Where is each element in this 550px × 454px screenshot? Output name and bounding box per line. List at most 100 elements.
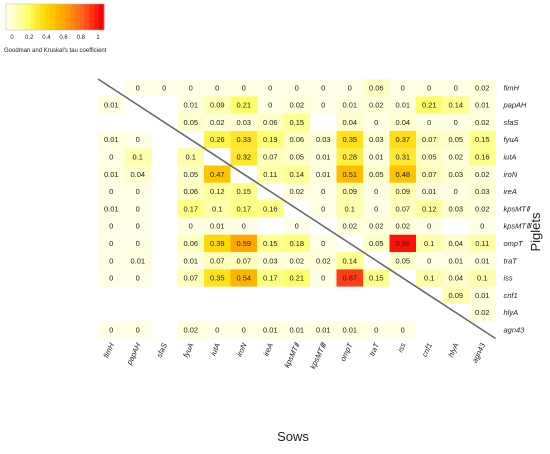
cell-value-label: 0 xyxy=(374,187,378,196)
cell-value-label: 0.01 xyxy=(316,170,331,179)
cell-value-label: 0.87 xyxy=(342,274,357,283)
cell-value-label: 0.03 xyxy=(475,187,490,196)
cell-value-label: 0.11 xyxy=(263,170,277,179)
cell-value-label: 0.14 xyxy=(448,101,463,110)
heatmap-cell xyxy=(124,269,151,287)
cell-value-label: 0.02 xyxy=(475,308,490,317)
heatmap-cell xyxy=(389,113,416,131)
cell-value-label: 0 xyxy=(321,83,325,92)
cell-value-label: 0.04 xyxy=(448,274,463,283)
heatmap-cell xyxy=(283,252,310,270)
heatmap-cell xyxy=(310,200,337,218)
cell-value-label: 0 xyxy=(136,204,140,213)
cell-value-label: 0.06 xyxy=(263,118,278,127)
cell-value-label: 0.02 xyxy=(289,101,304,110)
column-tick-label: iss xyxy=(396,341,408,353)
cell-value-label: 0 xyxy=(321,101,325,110)
cell-value-label: 0 xyxy=(427,118,431,127)
cell-value-label: 0 xyxy=(189,222,193,231)
cell-value-label: 0.06 xyxy=(289,135,304,144)
cell-value-label: 0.17 xyxy=(263,274,278,283)
heatmap-cell xyxy=(98,130,125,149)
heatmap-cell xyxy=(98,234,125,252)
cell-value-label: 0 xyxy=(109,152,113,161)
legend-swatches xyxy=(5,3,105,31)
heatmap-cell xyxy=(230,234,257,252)
cell-value-label: 0 xyxy=(374,118,378,127)
heatmap-cell xyxy=(310,79,337,97)
heatmap-cell xyxy=(442,113,469,131)
heatmap-cell xyxy=(177,321,204,339)
cell-value-label: 0.04 xyxy=(448,239,463,248)
cell-value-label: 0.21 xyxy=(236,101,251,110)
row-tick-label: ireA xyxy=(504,187,517,196)
heatmap-cell xyxy=(310,269,337,287)
cell-value-label: 0 xyxy=(401,325,405,334)
cell-value-label: 0 xyxy=(215,325,219,334)
heatmap-cell xyxy=(177,79,204,97)
cell-value-label: 0.01 xyxy=(316,152,331,161)
cell-value-label: 0 xyxy=(136,187,140,196)
cell-value-label: 0.1 xyxy=(345,204,355,213)
cell-value-label: 0.01 xyxy=(104,101,119,110)
column-tick-labels: fimH papAH sfaS fyuA iutA iroN ireA kpsMTⅡ kpsMT… xyxy=(101,340,487,370)
heatmap-cell xyxy=(257,113,284,131)
heatmap-cell xyxy=(204,182,231,201)
heatmap-cell xyxy=(310,96,337,114)
heatmap-cell xyxy=(416,130,443,149)
cell-value-label: 0.1 xyxy=(477,274,487,283)
cell-value-label: 0.59 xyxy=(236,239,251,248)
cell-value-label: 0.03 xyxy=(369,135,384,144)
cell-value-label: 0.15 xyxy=(289,118,304,127)
heatmap-cell xyxy=(416,182,443,201)
cell-value-label: 0.01 xyxy=(422,187,437,196)
heatmap-cell xyxy=(310,182,337,201)
cell-value-label: 0.17 xyxy=(183,204,198,213)
cell-value-label: 0 xyxy=(162,83,166,92)
cell-value-label: 0.47 xyxy=(210,170,225,179)
cell-value-label: 0.51 xyxy=(342,170,357,179)
heatmap-cell xyxy=(177,165,204,183)
heatmap-cell xyxy=(230,113,257,131)
heatmap-cell xyxy=(98,96,125,114)
column-tick-label: fimH xyxy=(101,341,116,359)
heatmap-cell xyxy=(257,130,284,149)
heatmap-cell xyxy=(177,252,204,270)
heatmap-cell xyxy=(230,321,257,339)
row-tick-label: iroN xyxy=(504,170,518,179)
heatmap-cell xyxy=(469,252,496,270)
cell-value-label: 0 xyxy=(136,239,140,248)
cell-value-label: 0.02 xyxy=(475,118,490,127)
heatmap-cell xyxy=(336,113,363,131)
cell-value-label: 0.02 xyxy=(342,222,357,231)
cell-value-label: 0.01 xyxy=(210,222,225,231)
cell-value-label: 0.07 xyxy=(210,256,225,265)
cell-value-label: 0.01 xyxy=(183,256,198,265)
heatmap-cell xyxy=(230,130,257,149)
heatmap-cell xyxy=(283,182,310,201)
heatmap-cell xyxy=(98,148,125,166)
legend-swatch xyxy=(15,4,22,30)
cell-value-label: 0 xyxy=(454,118,458,127)
cell-value-label: 0.09 xyxy=(395,187,410,196)
cell-value-label: 0.14 xyxy=(342,256,357,265)
legend-swatch xyxy=(40,4,46,30)
heatmap-cell xyxy=(283,165,310,183)
heatmap-cell xyxy=(416,252,443,270)
cell-value-label: 0 xyxy=(268,101,272,110)
column-tick-label: kpsMTⅡ xyxy=(282,340,302,369)
heatmap-cell xyxy=(389,234,416,252)
heatmap-cell xyxy=(469,79,496,97)
cell-value-label: 0.04 xyxy=(342,118,357,127)
heatmap-cell xyxy=(310,252,337,270)
cell-value-label: 0.32 xyxy=(236,152,251,161)
legend-swatch xyxy=(74,4,80,30)
heatmap-cell xyxy=(442,79,469,97)
heatmap-cell xyxy=(442,200,469,218)
cell-value-label: 0.01 xyxy=(289,325,304,334)
heatmap-cell xyxy=(124,234,151,252)
heatmap-cell xyxy=(98,321,125,339)
heatmap-cell xyxy=(257,321,284,339)
cell-value-label: 0.06 xyxy=(369,83,384,92)
